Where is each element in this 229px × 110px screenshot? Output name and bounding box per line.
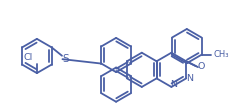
Text: N: N [185,74,192,83]
Text: CH₃: CH₃ [213,50,228,59]
Text: S: S [62,54,68,64]
Text: O: O [196,62,204,71]
Text: N: N [169,81,176,89]
Text: Cl: Cl [23,53,33,62]
